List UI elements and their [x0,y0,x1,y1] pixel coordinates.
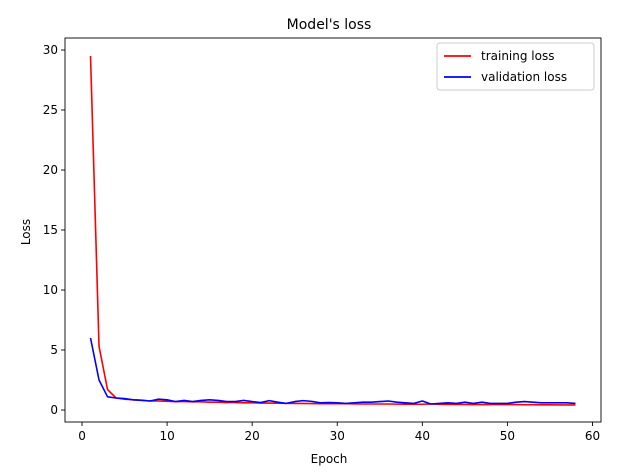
legend-label-validation-loss: validation loss [481,70,567,84]
x-tick-label: 50 [500,429,515,443]
y-tick-label: 0 [50,403,58,417]
x-tick-label: 30 [330,429,345,443]
plot-area: 0 10 20 30 40 50 60 0 5 10 15 20 25 30 [43,37,602,443]
legend-label-training-loss: training loss [481,49,554,63]
x-tick-label: 10 [159,429,174,443]
y-tick-label: 15 [43,223,58,237]
legend: training loss validation loss [436,42,595,91]
chart-title: Model's loss [287,17,372,33]
x-tick-label: 20 [245,429,260,443]
y-tick-label: 30 [43,43,58,57]
y-tick-label: 20 [43,163,58,177]
y-tick-label: 10 [43,283,58,297]
y-axis-label: Loss [19,219,33,245]
x-tick-label: 0 [78,429,86,443]
x-axis-label: Epoch [311,452,348,466]
x-tick-label: 40 [415,429,430,443]
y-tick-label: 25 [43,103,58,117]
series-line-validation-loss [89,337,576,405]
y-tick-label: 5 [50,343,58,357]
x-tick-label: 60 [585,429,600,443]
legend-box [436,42,595,91]
